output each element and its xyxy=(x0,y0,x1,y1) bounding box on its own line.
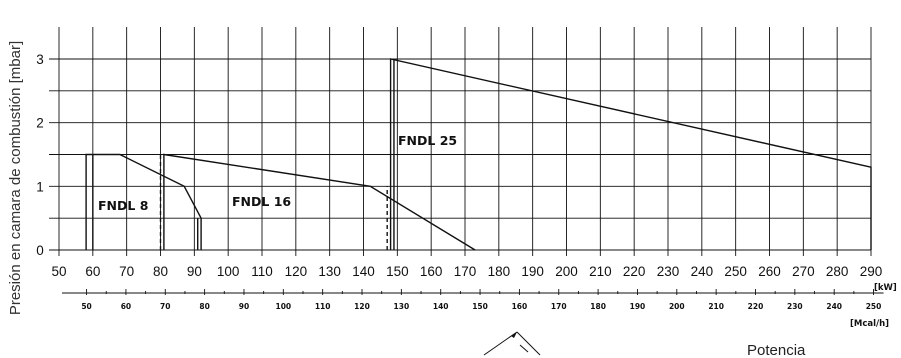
x-tick-label: 270 xyxy=(792,264,815,279)
mcal-tick-label: 180 xyxy=(590,302,606,311)
x-tick-label: 100 xyxy=(217,264,240,279)
mcal-tick-label: 200 xyxy=(669,302,685,311)
mcal-tick-label: 140 xyxy=(433,302,449,311)
x-tick-label: 80 xyxy=(153,264,168,279)
x-tick-label: 290 xyxy=(860,264,883,279)
x-tick-label: 280 xyxy=(826,264,849,279)
x-tick-label: 260 xyxy=(758,264,781,279)
mcal-tick-label: 110 xyxy=(315,302,331,311)
x-tick-label: 230 xyxy=(657,264,680,279)
x-tick-label: 210 xyxy=(589,264,612,279)
chart-axes xyxy=(49,249,884,295)
x-tick-label: 190 xyxy=(521,264,544,279)
series-label: FNDL 16 xyxy=(232,194,291,209)
x-tick-label: 70 xyxy=(119,264,134,279)
x-tick-label: 140 xyxy=(352,264,375,279)
kw-unit-label: [kW] xyxy=(874,283,897,293)
x-tick-label: 150 xyxy=(386,264,409,279)
x-tick-label: 220 xyxy=(623,264,646,279)
y-tick-label: 3 xyxy=(36,52,44,67)
mcal-tick-label: 170 xyxy=(551,302,567,311)
series-line xyxy=(85,153,202,250)
x-tick-label: 130 xyxy=(318,264,341,279)
mcal-tick-label: 190 xyxy=(630,302,646,311)
mcal-tick-label: 210 xyxy=(708,302,724,311)
x-tick-label: 90 xyxy=(187,264,202,279)
mcal-tick-label: 120 xyxy=(354,302,370,311)
x-tick-label: 120 xyxy=(285,264,308,279)
series-line xyxy=(389,58,872,250)
chart-labels: 50 60 70 80 90 100 110 120 130 140 150 160 170 180 190… xyxy=(7,41,897,358)
x-tick-label: 160 xyxy=(420,264,443,279)
series-label: FNDL 8 xyxy=(98,198,148,213)
chart-grid xyxy=(49,27,872,256)
mcal-tick-label: 100 xyxy=(275,302,291,311)
y-tick-label: 2 xyxy=(36,116,44,131)
x-tick-label: 170 xyxy=(454,264,477,279)
corner-mark xyxy=(516,331,541,356)
x-tick-label: 60 xyxy=(85,264,100,279)
mcal-tick-label: 90 xyxy=(239,302,249,311)
corner-arrow xyxy=(511,332,517,338)
x-tick-label: 110 xyxy=(251,264,273,279)
mcal-tick-label: 250 xyxy=(866,302,882,311)
footer-label: Potencia xyxy=(747,342,806,358)
y-axis-title: Presión en camara de combustión [mbar] xyxy=(7,41,24,315)
mcal-tick-label: 220 xyxy=(748,302,764,311)
x-tick-label: 240 xyxy=(691,264,714,279)
y-tick-label: 1 xyxy=(36,179,44,194)
chart-decoration xyxy=(483,331,541,356)
mcal-tick-label: 80 xyxy=(199,302,209,311)
mcal-tick-label: 230 xyxy=(787,302,803,311)
y-tick-label: 0 xyxy=(36,243,44,258)
x-tick-label: 200 xyxy=(555,264,578,279)
mcal-unit-label: [Mcal/h] xyxy=(850,319,889,329)
mcal-tick-label: 130 xyxy=(394,302,410,311)
x-tick-label: 180 xyxy=(488,264,511,279)
mcal-tick-label: 60 xyxy=(121,302,131,311)
chart-series xyxy=(85,58,872,251)
x-tick-label: 50 xyxy=(51,264,66,279)
mcal-tick-label: 240 xyxy=(826,302,842,311)
mcal-tick-label: 160 xyxy=(512,302,528,311)
mcal-tick-label: 70 xyxy=(160,302,170,311)
series-line xyxy=(163,153,476,251)
mcal-tick-label: 150 xyxy=(472,302,488,311)
x-tick-label: 250 xyxy=(724,264,747,279)
mcal-tick-label: 50 xyxy=(81,302,91,311)
series-label: FNDL 25 xyxy=(398,133,457,148)
corner-mark xyxy=(519,344,529,353)
